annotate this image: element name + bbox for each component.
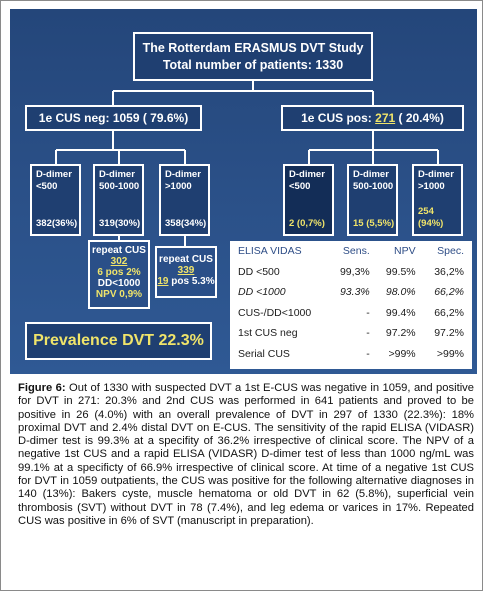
- table-cell: 36,2%: [434, 265, 464, 278]
- ddimer-value: 382(36%): [36, 218, 78, 229]
- ddimer-value: 15 (5,5%): [353, 218, 395, 229]
- neg-ddimer-500-1000: D-dimer 500-1000 319(30%): [93, 164, 144, 236]
- table-cell: -: [366, 306, 370, 319]
- table-cell: >99%: [436, 347, 464, 360]
- table-cell: -: [366, 327, 370, 340]
- repeat-cus-title: repeat CUS: [92, 245, 146, 256]
- cus-positive-box: 1e CUS pos: 271 ( 20.4%): [281, 105, 464, 131]
- figure-caption: Figure 6: Out of 1330 with suspected DVT…: [18, 382, 474, 528]
- table-row: CUS-/DD<1000 - 99.4% 66,2%: [230, 303, 472, 324]
- cus-negative-box: 1e CUS neg: 1059 ( 79.6%): [25, 105, 202, 131]
- ddimer-value: 358(34%): [165, 218, 207, 229]
- study-title-box: The Rotterdam ERASMUS DVT Study Total nu…: [133, 32, 373, 81]
- table-cell: DD <500: [238, 265, 280, 278]
- ddimer-name: D-dimer: [418, 169, 454, 180]
- total-patients: Total number of patients: 1330: [162, 58, 344, 72]
- cus-positive-suffix: ( 20.4%): [395, 111, 444, 125]
- table-cell: CUS-/DD<1000: [238, 306, 312, 319]
- repeat-cus-title: repeat CUS: [159, 254, 213, 265]
- table-cell: 99.5%: [385, 265, 416, 278]
- repeat-cus-box-1: repeat CUS 302 6 pos 2% DD<1000 NPV 0,9%: [88, 240, 150, 309]
- table-cell: DD <1000: [238, 286, 286, 299]
- table-header: Spec.: [437, 245, 464, 258]
- pos-ddimer-lt500: D-dimer <500 2 (0,7%): [283, 164, 334, 236]
- connector-lines: [55, 81, 439, 246]
- table-cell: Serial CUS: [238, 347, 290, 360]
- table-cell: 1st CUS neg: [238, 327, 298, 340]
- cus-positive-prefix: 1e CUS pos:: [301, 111, 376, 125]
- table-header: ELISA VIDAS: [238, 245, 302, 258]
- table-header-row: ELISA VIDAS Sens. NPV Spec.: [230, 241, 472, 262]
- table-row: DD <500 99,3% 99.5% 36,2%: [230, 262, 472, 283]
- neg-ddimer-lt500: D-dimer <500 382(36%): [30, 164, 81, 236]
- ddimer-range: >1000: [165, 181, 192, 192]
- repeat-cus-count: 339: [177, 265, 195, 276]
- prevalence-label: Prevalence DVT 22.3%: [33, 332, 204, 349]
- neg-ddimer-gt1000: D-dimer >1000 358(34%): [159, 164, 210, 236]
- elisa-vidas-table: ELISA VIDAS Sens. NPV Spec. DD <500 99,3…: [230, 241, 472, 369]
- table-row: 1st CUS neg - 97.2% 97.2%: [230, 323, 472, 344]
- ddimer-name: D-dimer: [353, 169, 389, 180]
- ddimer-value: 254 (94%): [418, 206, 444, 229]
- cus-negative-label: 1e CUS neg: 1059 ( 79.6%): [38, 111, 189, 125]
- table-cell: 97.2%: [434, 327, 464, 340]
- prevalence-box: Prevalence DVT 22.3%: [25, 322, 212, 360]
- caption-label: Figure 6:: [18, 382, 66, 394]
- repeat-cus-box-2: repeat CUS 339 19 pos 5.3%: [155, 246, 217, 298]
- ddimer-name: D-dimer: [165, 169, 201, 180]
- table-header: Sens.: [342, 245, 370, 258]
- ddimer-name: D-dimer: [36, 169, 72, 180]
- table-cell: 99.4%: [385, 306, 416, 319]
- ddimer-value: 2 (0,7%): [289, 218, 325, 229]
- ddimer-range: <500: [289, 181, 311, 192]
- repeat-cus-positive-count: 19: [157, 276, 169, 287]
- study-title: The Rotterdam ERASMUS DVT Study: [142, 41, 364, 55]
- table-cell: -: [366, 347, 370, 360]
- repeat-cus-count: 302: [110, 256, 128, 267]
- table-cell: 97.2%: [385, 327, 416, 340]
- caption-text: Out of 1330 with suspected DVT a 1st E-C…: [18, 382, 474, 527]
- table-cell: 93.3%: [339, 286, 370, 299]
- diagram-panel: The Rotterdam ERASMUS DVT Study Total nu…: [10, 9, 477, 374]
- table-header: NPV: [394, 245, 416, 258]
- ddimer-name: D-dimer: [289, 169, 325, 180]
- pos-ddimer-500-1000: D-dimer 500-1000 15 (5,5%): [347, 164, 398, 236]
- repeat-cus-positive-suffix: pos 5.3%: [168, 276, 215, 287]
- pos-ddimer-gt1000: D-dimer >1000 254 (94%): [412, 164, 463, 236]
- ddimer-range: 500-1000: [353, 181, 394, 192]
- ddimer-range: >1000: [418, 181, 445, 192]
- table-cell: 99,3%: [339, 265, 370, 278]
- table-cell: 66,2%: [434, 286, 464, 299]
- repeat-cus-ddimer: DD<1000: [97, 278, 141, 289]
- ddimer-value: 319(30%): [99, 218, 141, 229]
- table-cell: 98.0%: [385, 286, 416, 299]
- table-cell: >99%: [388, 347, 416, 360]
- ddimer-range: <500: [36, 181, 58, 192]
- ddimer-name: D-dimer: [99, 169, 135, 180]
- cus-positive-count: 271: [375, 111, 396, 125]
- repeat-cus-positive: 6 pos 2%: [97, 267, 141, 278]
- table-row: Serial CUS - >99% >99%: [230, 344, 472, 365]
- table-row: DD <1000 93.3% 98.0% 66,2%: [230, 282, 472, 303]
- table-cell: 66,2%: [434, 306, 464, 319]
- ddimer-range: 500-1000: [99, 181, 140, 192]
- repeat-cus-npv: NPV 0,9%: [95, 289, 143, 300]
